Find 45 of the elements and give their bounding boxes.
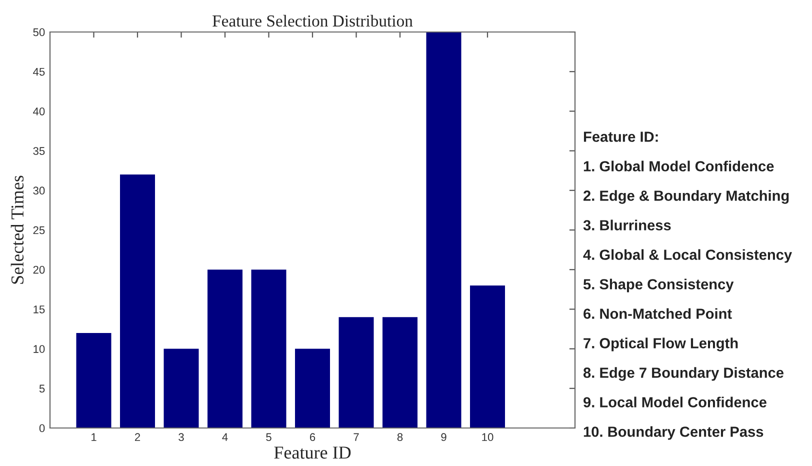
text: 7. Optical Flow Length: [584, 338, 738, 352]
x-tick-label: 10: [482, 433, 494, 442]
y-tick-label: 30: [33, 186, 45, 195]
bar: [338, 317, 374, 428]
text: 8. Edge 7 Boundary Distance: [583, 367, 784, 381]
y-tick-label: 40: [33, 107, 45, 116]
x-tick-label: 6: [310, 433, 316, 442]
chart-title: Feature Selection Distribution: [212, 14, 413, 27]
text: 5. Shape Consistency: [583, 278, 734, 292]
y-axis-title: Selected Times: [10, 176, 24, 284]
text: 10. Boundary Center Pass: [584, 426, 764, 440]
y-tick-label: 15: [34, 306, 45, 314]
y-tick-label: 20: [33, 266, 45, 274]
y-tick-label: 10: [34, 345, 45, 353]
bar: [470, 285, 505, 428]
x-tick-label: 2: [134, 433, 140, 441]
bar: [208, 270, 242, 428]
x-tick-label: 7: [354, 433, 359, 441]
bar: [426, 32, 462, 428]
x-axis-title: Feature ID: [274, 446, 351, 459]
text: 4. Global & Local Consistency: [583, 249, 792, 263]
text: 6. Non-Matched Point: [584, 308, 732, 319]
x-tick-label: 4: [222, 433, 228, 441]
x-tick-label: 9: [441, 433, 446, 442]
text: 9. Local Model Confidence: [584, 396, 766, 408]
x-tick-label: 8: [397, 433, 403, 442]
bar: [251, 270, 286, 428]
y-tick-label: 25: [33, 226, 45, 234]
y-tick-label: 0: [39, 424, 45, 432]
text: 1. Global Model Confidence: [584, 160, 774, 172]
bar: [164, 348, 199, 428]
y-tick-label: 35: [33, 147, 45, 155]
text: 2. Edge & Boundary Matching: [584, 190, 789, 204]
bar: [382, 317, 418, 428]
bar: [295, 348, 330, 428]
bar: [120, 174, 155, 428]
y-tick-label: 45: [33, 68, 45, 76]
y-tick-label: 50: [33, 28, 45, 36]
text: 3. Blurriness: [583, 220, 671, 230]
x-tick-label: 5: [266, 433, 272, 442]
y-tick-label: 5: [39, 384, 45, 393]
bar: [76, 332, 112, 428]
x-tick-label: 3: [178, 433, 184, 442]
x-tick-label: 1: [92, 433, 96, 441]
text: Feature ID:: [584, 132, 658, 142]
